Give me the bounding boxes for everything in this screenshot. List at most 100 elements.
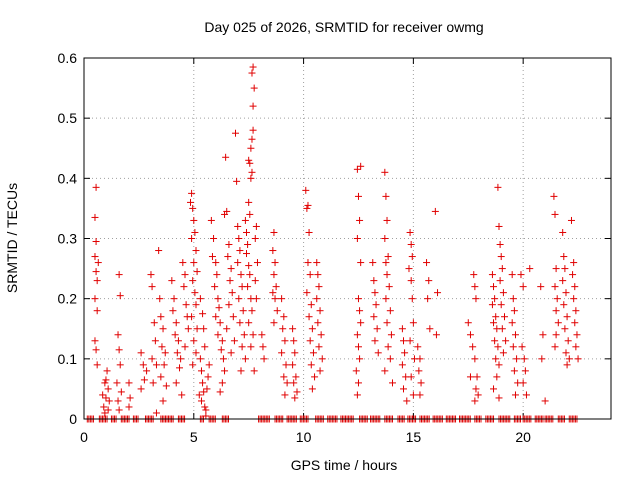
data-point (497, 301, 505, 309)
data-point (371, 289, 379, 297)
data-point (189, 361, 197, 369)
data-point (236, 319, 244, 327)
axis-ticks: 0 0.1 0.2 0.3 0.4 0.5 0.6 0 5 10 15 20 (58, 50, 611, 445)
data-point (314, 271, 322, 279)
data-point (189, 204, 197, 212)
data-point (172, 379, 180, 387)
data-point (560, 301, 568, 309)
data-point (313, 295, 321, 303)
data-point (195, 391, 203, 399)
data-point (382, 295, 390, 303)
data-point (308, 385, 316, 393)
data-point (498, 325, 506, 333)
data-point (99, 391, 107, 399)
data-point (191, 289, 199, 297)
data-point (304, 259, 312, 267)
data-point (157, 373, 165, 381)
data-point (247, 144, 255, 152)
data-point (389, 379, 397, 387)
data-point (398, 325, 406, 333)
data-point (189, 277, 197, 285)
data-point (401, 349, 409, 357)
data-point (563, 313, 571, 321)
data-point (384, 253, 392, 261)
data-point (417, 379, 425, 387)
data-point (494, 183, 502, 191)
data-point (539, 331, 547, 339)
data-point (471, 283, 479, 291)
data-point (302, 186, 310, 194)
data-point (537, 283, 545, 291)
data-point (190, 337, 198, 345)
data-point (181, 343, 189, 351)
data-point (307, 361, 315, 369)
data-point (416, 355, 424, 363)
data-point (270, 228, 278, 236)
x-tick-label: 15 (406, 429, 422, 445)
data-point (269, 247, 277, 255)
data-point (102, 376, 110, 384)
data-point (221, 367, 229, 375)
data-point (354, 192, 362, 200)
data-point (252, 222, 260, 230)
data-point (92, 238, 100, 246)
data-point (248, 69, 256, 77)
data-point (572, 307, 580, 315)
data-point (495, 394, 503, 402)
data-point (269, 289, 277, 297)
data-point (216, 388, 224, 396)
data-point (218, 337, 226, 345)
data-point (559, 228, 567, 236)
data-point (424, 295, 432, 303)
data-point (386, 355, 394, 363)
data-point (315, 283, 323, 291)
data-point (493, 373, 501, 381)
data-point (509, 295, 517, 303)
data-point (554, 319, 562, 327)
data-point (510, 307, 518, 315)
data-point (200, 388, 208, 396)
data-point (381, 235, 389, 242)
data-point (372, 301, 380, 309)
data-point (234, 259, 242, 267)
data-point (160, 361, 168, 369)
data-point (217, 346, 225, 354)
data-point (353, 165, 361, 173)
data-point (406, 228, 414, 236)
data-point (222, 153, 230, 161)
data-point (199, 310, 207, 318)
data-point (488, 271, 496, 279)
data-point (356, 355, 364, 363)
data-point (152, 361, 160, 369)
data-point (574, 355, 582, 363)
data-point (229, 313, 237, 321)
y-tick-label: 0.3 (58, 231, 78, 247)
data-point (181, 271, 189, 279)
data-point (246, 159, 254, 167)
data-point (115, 271, 123, 279)
data-point (499, 289, 507, 297)
data-point (259, 343, 267, 351)
data-point (464, 319, 472, 327)
data-point (490, 385, 498, 393)
data-point (370, 277, 378, 285)
data-point (303, 204, 311, 212)
data-point (245, 262, 253, 270)
data-point (114, 331, 122, 339)
data-point (399, 337, 407, 345)
data-point (216, 319, 224, 327)
data-point (204, 373, 212, 381)
data-point (409, 391, 417, 399)
data-point (399, 385, 407, 393)
data-point (305, 228, 313, 236)
data-point (551, 343, 559, 351)
data-point (281, 337, 289, 345)
data-point (564, 337, 572, 345)
data-point (91, 295, 99, 303)
data-point (215, 304, 223, 312)
data-point (406, 337, 414, 345)
data-point (92, 183, 100, 191)
data-point (246, 210, 254, 218)
data-point (304, 201, 312, 209)
